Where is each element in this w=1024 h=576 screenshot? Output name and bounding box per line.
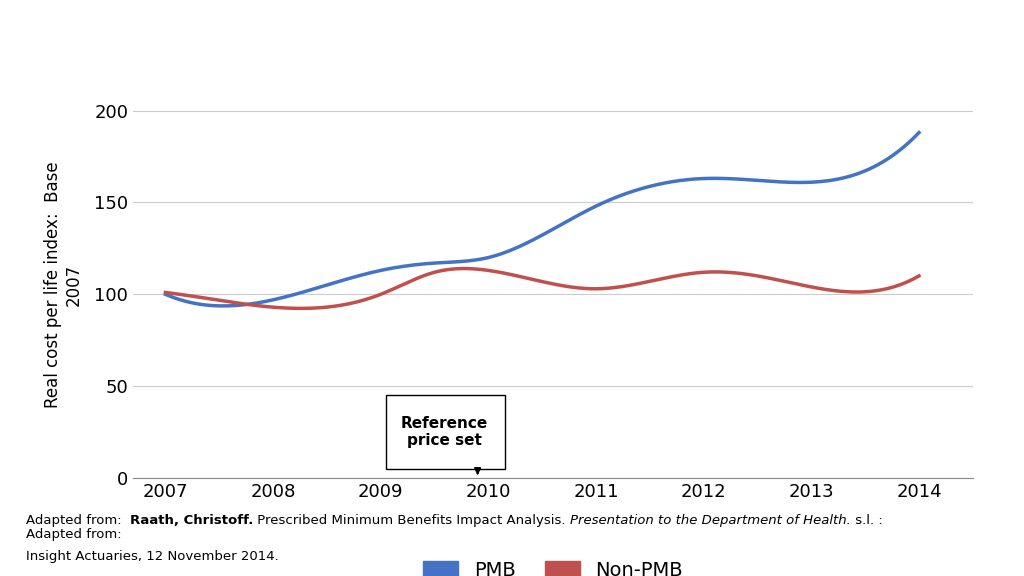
Text: Presentation to the Department of Health.: Presentation to the Department of Health…	[569, 514, 851, 528]
Text: (Real terms): (Real terms)	[457, 60, 567, 79]
Text: HFA: HFA	[930, 17, 985, 40]
Text: Specialist cost per life index: Specialist cost per life index	[297, 20, 727, 48]
Text: Adapted from:: Adapted from:	[26, 514, 130, 528]
Text: HEALTH FUNDERS
ASSOCIATION: HEALTH FUNDERS ASSOCIATION	[920, 56, 995, 77]
Legend: PMB, Non-PMB: PMB, Non-PMB	[416, 554, 690, 576]
Text: s.l. :: s.l. :	[851, 514, 883, 528]
Text: Raath, Christoff.: Raath, Christoff.	[130, 514, 253, 528]
Text: Prescribed Minimum Benefits Impact Analysis.: Prescribed Minimum Benefits Impact Analy…	[253, 514, 569, 528]
Y-axis label: Real cost per life index:  Base
2007: Real cost per life index: Base 2007	[44, 162, 83, 408]
Text: Insight Actuaries, 12 November 2014.: Insight Actuaries, 12 November 2014.	[26, 550, 279, 563]
FancyBboxPatch shape	[386, 395, 505, 469]
Text: Reference
price set: Reference price set	[400, 416, 487, 448]
Text: Adapted from:: Adapted from:	[26, 528, 130, 541]
